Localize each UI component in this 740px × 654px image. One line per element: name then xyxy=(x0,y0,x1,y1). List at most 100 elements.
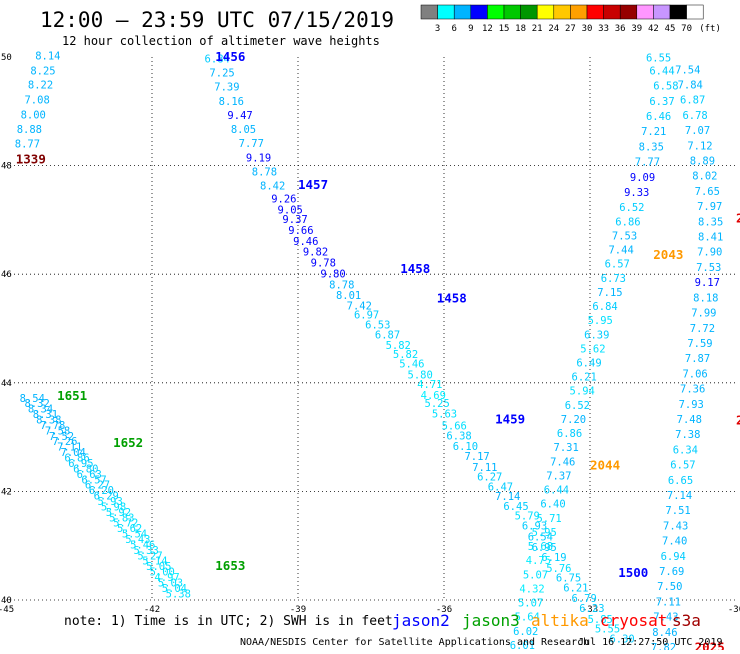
swh-value: 6.27 xyxy=(85,480,110,492)
swh-value: 7.20 xyxy=(561,414,586,426)
swh-value: 6.58 xyxy=(653,81,678,93)
swh-value: 5.38 xyxy=(166,588,191,600)
swh-value: 8.77 xyxy=(15,139,40,151)
pass-time-label: 1458 xyxy=(400,261,430,276)
lon-tick-label: -36 xyxy=(436,605,452,615)
swh-value: 5.94 xyxy=(570,386,595,398)
swh-value: 6.75 xyxy=(556,573,581,585)
legend-label: 30 xyxy=(582,24,593,34)
swh-value: 7.11 xyxy=(57,442,82,454)
swh-value: 9.19 xyxy=(246,152,271,164)
swh-value: 7.17 xyxy=(464,451,489,463)
track-cryosat-2024-2025: 7.54 7.84 6.87 6.78 7.07 7.12 8.89 8.02 7.65 7.97… xyxy=(651,64,740,654)
swh-value: 7.58 xyxy=(45,425,70,437)
swh-value: 5.64 xyxy=(515,612,540,624)
swh-value: 6.46 xyxy=(646,111,671,123)
swh-value: 9.17 xyxy=(695,277,720,289)
swh-value: 7.14 xyxy=(495,491,520,503)
swh-value: 9.78 xyxy=(311,258,336,270)
legend-label: 45 xyxy=(665,24,676,34)
swh-value: 9.37 xyxy=(282,214,307,226)
swh-value: 5.68 xyxy=(528,541,553,553)
swh-value: 4.32 xyxy=(519,583,544,595)
swh-value: 5.76 xyxy=(546,563,571,575)
legend-label: 24 xyxy=(548,24,559,34)
legend-swatch xyxy=(437,4,455,20)
swh-value: 5.62 xyxy=(117,523,142,535)
lat-tick-label: 46 xyxy=(1,270,12,280)
swh-value: 6.94 xyxy=(661,551,686,563)
swh-value: 7.82 xyxy=(651,642,676,650)
legend-swatch xyxy=(653,4,671,20)
swh-value: 7.26 xyxy=(52,436,77,448)
swh-value: 6.20 xyxy=(89,485,114,497)
map-title: 12:00 – 23:59 UTC 07/15/2019 xyxy=(40,8,394,32)
swh-value: 6.44 xyxy=(544,485,569,497)
legend-swatch xyxy=(503,4,521,20)
legend-label: 18 xyxy=(515,24,526,34)
swh-value: 7.40 xyxy=(662,536,687,548)
swh-value: 7.42 xyxy=(347,300,372,312)
lat-tick-label: 50 xyxy=(1,53,12,63)
swh-value: 6.38 xyxy=(446,430,471,442)
swh-value: 6.49 xyxy=(576,358,601,370)
swh-value: 7.46 xyxy=(550,456,575,468)
swh-value: 8.16 xyxy=(219,96,244,108)
swh-value: 6.23 xyxy=(579,603,604,615)
swh-value: 6.97 xyxy=(354,310,379,322)
swh-value: 5.04 xyxy=(162,583,187,595)
swh-value: 6.44 xyxy=(649,65,674,77)
legend-unit: (ft) xyxy=(699,24,721,34)
pass-time-label: 2024 xyxy=(736,211,740,226)
swh-value: 6.01 xyxy=(510,640,535,650)
lon-tick-label: -39 xyxy=(290,605,306,615)
swh-value: 5.82 xyxy=(393,349,418,361)
swh-value: 5.98 xyxy=(101,501,126,513)
pass-time-label: 2044 xyxy=(590,458,620,473)
legend-swatch xyxy=(420,4,438,20)
swh-value: 7.11 xyxy=(472,462,497,474)
swh-value: 8.35 xyxy=(639,141,664,153)
swh-value: 9.33 xyxy=(624,187,649,199)
swh-value: 5.62 xyxy=(580,343,605,355)
swh-value: 7.54 xyxy=(675,64,700,76)
swh-value: 7.11 xyxy=(656,596,681,608)
legend-label: 39 xyxy=(631,24,642,34)
swh-value: 8.34 xyxy=(28,404,53,416)
lat-lon-grid xyxy=(6,57,736,601)
legend-label: 12 xyxy=(482,24,493,34)
swh-value: 5.71 xyxy=(536,513,561,525)
swh-value: 6.29 xyxy=(94,491,119,503)
swh-value: 6.73 xyxy=(601,273,626,285)
swh-value: 5.82 xyxy=(386,340,411,352)
legend-label: 36 xyxy=(615,24,626,34)
swh-value: 6.87 xyxy=(375,329,400,341)
swh-value: 8.89 xyxy=(690,156,715,168)
swh-value: 6.40 xyxy=(540,499,565,511)
pass-time-label: 1653 xyxy=(215,558,245,573)
satellite-name: s3a xyxy=(672,611,701,630)
swh-value: 7.39 xyxy=(214,82,239,94)
swh-value: 6.37 xyxy=(649,96,674,108)
legend-swatch xyxy=(536,4,555,20)
swh-value: 7.07 xyxy=(685,125,710,137)
swh-value: 6.27 xyxy=(477,472,502,484)
swh-value: 7.77 xyxy=(635,157,660,169)
swh-value: 5.85 xyxy=(588,614,613,626)
legend-swatch xyxy=(453,4,472,20)
swh-value: 8.46 xyxy=(652,627,677,639)
swh-value: 5.07 xyxy=(518,598,543,610)
swh-value: 7.97 xyxy=(697,201,722,213)
legend-label: 70 xyxy=(681,24,692,34)
swh-value: 7.59 xyxy=(687,338,712,350)
legend-swatch xyxy=(586,4,604,20)
swh-value: 6.57 xyxy=(670,460,695,472)
swh-value: 7.44 xyxy=(608,245,633,257)
swh-value: 5.00 xyxy=(150,567,175,579)
lat-tick-label: 42 xyxy=(1,487,12,497)
swh-value: 6.79 xyxy=(572,593,597,605)
swh-value: 5.27 xyxy=(137,550,162,562)
swh-value: 5.72 xyxy=(113,518,138,530)
legend-label: 15 xyxy=(499,24,510,34)
swh-value: 6.53 xyxy=(365,320,390,332)
